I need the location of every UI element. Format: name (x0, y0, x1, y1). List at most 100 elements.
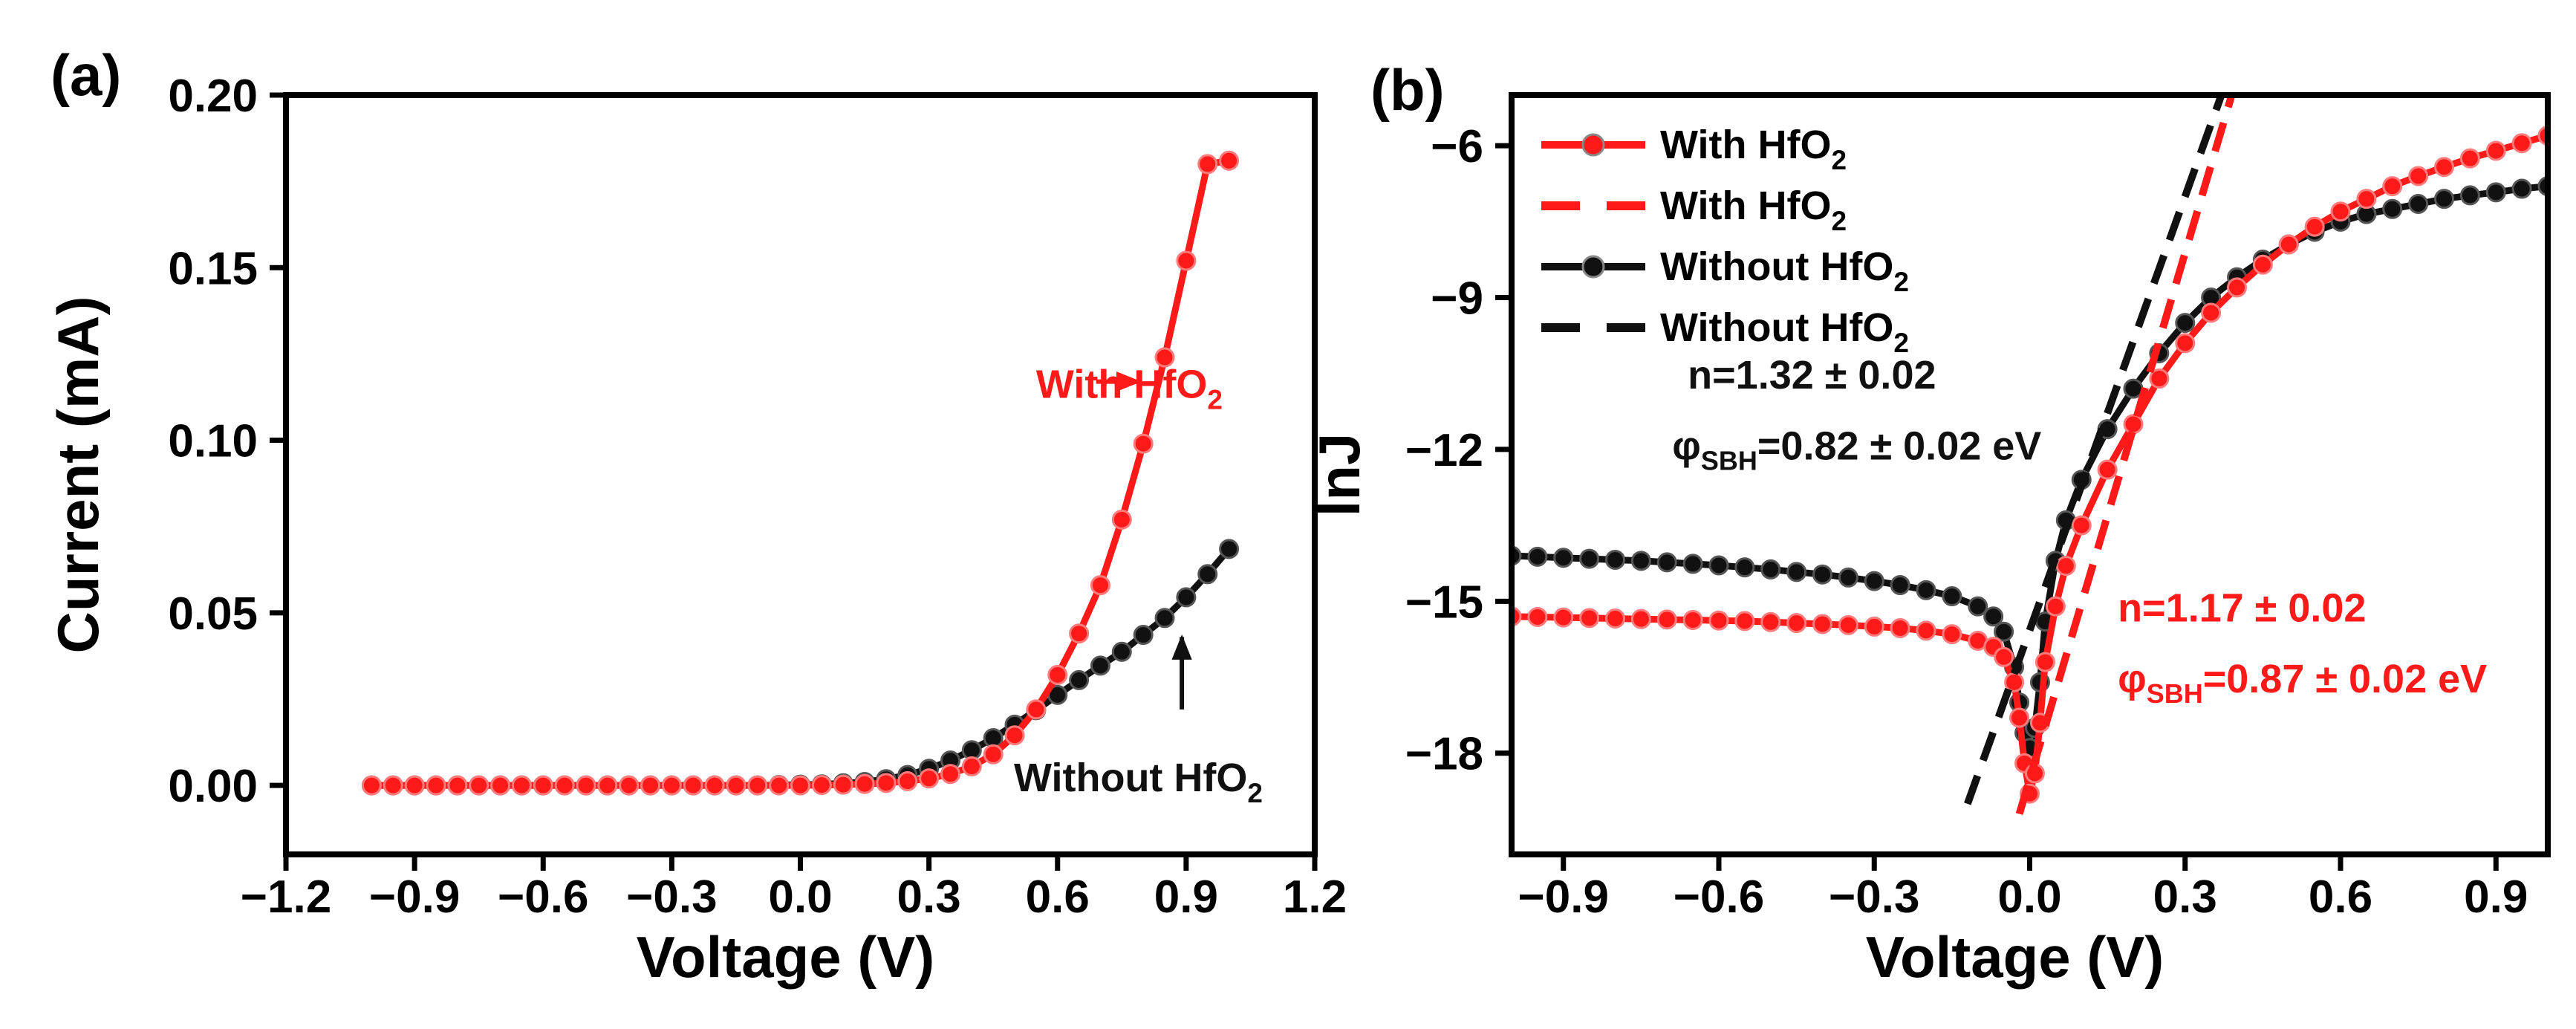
series-with-hfo2-point (1838, 614, 1858, 635)
series-with-hfo2-point (833, 774, 853, 795)
series-with-hfo2-point (2009, 707, 2030, 728)
legend-label-sub: 2 (1893, 267, 1909, 297)
series-with-hfo2-point (597, 775, 618, 796)
series-without-hfo2-point (1708, 555, 1729, 576)
legend-label-sub: 2 (1893, 328, 1909, 358)
series-with-hfo2-point (1154, 347, 1175, 368)
series-with-hfo2-point (2408, 166, 2429, 186)
series-without-hfo2-point (2511, 178, 2532, 199)
legend-label-sub: 2 (1831, 206, 1847, 236)
series-with-hfo2-point (554, 775, 575, 796)
x-tick-label: 0.0 (768, 871, 832, 923)
series-with-hfo2-point (2304, 216, 2325, 237)
series-with-hfo2-point (1760, 611, 1781, 632)
series-with-hfo2-point (683, 775, 703, 796)
x-tick-label: 0.9 (1154, 871, 1218, 923)
y-axis-label: lnJ (1307, 433, 1372, 517)
series-without-hfo2-point (1630, 551, 1651, 571)
series-with-hfo2-point (769, 775, 790, 796)
series-with-hfo2-point (2035, 652, 2055, 672)
series-without-hfo2-point (1579, 548, 1600, 569)
series-with-hfo2-point (983, 744, 1004, 765)
series-with-hfo2-point (1864, 616, 1884, 637)
series-with-hfo2-point (1527, 606, 1548, 627)
series-with-hfo2-point (1890, 617, 1910, 638)
series-without-hfo2-point (1760, 559, 1781, 580)
x-tick-label: 0.3 (897, 871, 961, 923)
legend-label: With HfO2 (1660, 184, 1847, 236)
series-without-hfo2-point (1812, 564, 1832, 585)
x-tick-label: 0.9 (2464, 871, 2528, 923)
legend-swatch-marker (1581, 255, 1605, 279)
series-with-hfo2-point (576, 775, 596, 796)
series-with-hfo2-point (1656, 609, 1677, 630)
series-without-hfo2-point (1090, 655, 1110, 676)
annotation-without-hfo2-main: Without HfO (1014, 756, 1247, 800)
series-without-hfo2-point (1605, 549, 1625, 570)
series-with-hfo2-point (2071, 515, 2092, 536)
series-with-hfo2-fit-line (2015, 95, 2236, 815)
series-with-hfo2-point (1812, 614, 1832, 634)
panel-a: −1.2 −0.9 −0.6 −0.3 0.0 0.3 0.6 0.9 1.2 0.00 0.05 0… (45, 42, 1347, 990)
series-without-hfo2-point (1111, 641, 1132, 662)
x-tick-label: −0.3 (626, 871, 717, 923)
series-without-hfo2-point (1890, 575, 1910, 596)
series-with-hfo2-point (919, 768, 940, 789)
series-without-hfo2-point (1942, 586, 1962, 607)
series-without-hfo2-point (1968, 596, 1988, 617)
annotation-without-hfo2-sub: 2 (1247, 778, 1263, 808)
series-with-hfo2-point (897, 771, 918, 792)
y-tick-label: −12 (1405, 425, 1483, 476)
plot-frame (283, 92, 1318, 857)
series-without-hfo2-point (1219, 539, 1240, 559)
series-without-hfo2-point (1176, 587, 1197, 608)
series-with-hfo2-point (2382, 176, 2403, 197)
series-with-hfo2-point (2485, 140, 2506, 161)
series-with-hfo2-point (1630, 608, 1651, 629)
series-with-hfo2-point (640, 775, 661, 796)
series-with-hfo2-point (1994, 646, 2014, 667)
series-with-hfo2-point (1553, 607, 1574, 628)
series-with-hfo2-point (1916, 620, 1936, 641)
plot-area (361, 150, 1240, 796)
x-tick-label: −1.2 (241, 871, 331, 923)
y-tick-label: 0.15 (168, 243, 258, 294)
legend-label-main: Without HfO (1660, 305, 1893, 350)
series-with-hfo2-point (1069, 623, 1090, 644)
series-with-hfo2-point (2149, 369, 2170, 389)
series-without-hfo2-point (1133, 625, 1154, 646)
annotation-with-hfo2-main: With HfO (1036, 363, 1207, 407)
series-without-hfo2-point (1682, 554, 1703, 574)
y-tick-label: 0.05 (168, 588, 258, 640)
x-tick-label: −0.9 (1518, 871, 1609, 923)
annotation-phi-without-part: =0.82 ± 0.02 eV (1757, 424, 2041, 469)
x-tick-label: −0.6 (1674, 871, 1764, 923)
legend-label-sub: 2 (1831, 145, 1847, 175)
series-with-hfo2-point (1111, 509, 1132, 530)
annotation-phi-without: φSBH=0.82 ± 0.02 eV (1672, 424, 2041, 476)
series-with-hfo2-point (2459, 148, 2480, 169)
series-with-hfo2-point (1682, 610, 1703, 631)
series-with-hfo2-point (1133, 433, 1154, 454)
series-without-hfo2-point (1983, 606, 2004, 627)
annotation-phi-without-part: SBH (1701, 446, 1757, 476)
series-with-hfo2-point (1176, 250, 1197, 271)
series-with-hfo2-point (1090, 575, 1110, 596)
series-with-hfo2-point (490, 775, 511, 796)
series-with-hfo2-point (2278, 234, 2299, 255)
series-with-hfo2-point (2045, 596, 2066, 617)
x-axis-label: Voltage (V) (1866, 924, 2164, 990)
annotation-n-with: n=1.17 ± 0.02 (2118, 586, 2366, 631)
x-tick-label: −0.9 (369, 871, 460, 923)
series-with-hfo2-point (2511, 133, 2532, 154)
legend-label-main: With HfO (1660, 123, 1831, 167)
series-with-hfo2-point (1605, 608, 1625, 629)
series-with-hfo2-point (790, 775, 810, 796)
series-with-hfo2-point (2055, 556, 2076, 577)
series-with-hfo2-point (511, 775, 532, 796)
annotation-without-hfo2: Without HfO2 (1014, 756, 1263, 808)
legend-label: Without HfO2 (1660, 244, 1909, 297)
y-tick-label: −6 (1431, 121, 1483, 172)
series-with-hfo2-point (426, 775, 446, 796)
series-without-hfo2-point (1069, 669, 1090, 690)
